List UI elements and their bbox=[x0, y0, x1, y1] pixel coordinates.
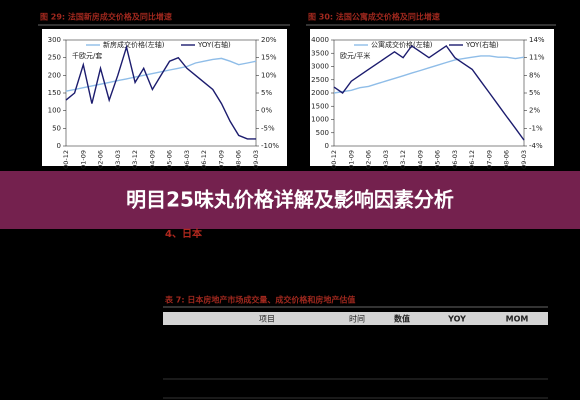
x-tick-label: 09-03 bbox=[252, 150, 260, 169]
y-tick-label: 150 bbox=[48, 89, 61, 97]
legend-label: YOY(右轴) bbox=[465, 40, 499, 49]
y2-tick-label: 5% bbox=[261, 89, 272, 97]
x-tick-label: 06-03 bbox=[451, 150, 459, 169]
x-tick-label: 08-06 bbox=[235, 150, 243, 169]
table-title: 表 7: 日本房地产市场成交量、成交价格和房地产估值 bbox=[164, 295, 355, 305]
legend-label: 公寓成交价格(左轴) bbox=[371, 40, 433, 49]
y-tick-label: 50 bbox=[52, 124, 61, 132]
chart-title: 图 29: 法国新房成交价格及同比增速 bbox=[40, 12, 172, 22]
y-tick-label: 200 bbox=[48, 71, 61, 79]
x-tick-label: 06-03 bbox=[183, 150, 191, 169]
y2-tick-label: -1% bbox=[529, 124, 543, 132]
y-tick-label: 2000 bbox=[311, 89, 329, 97]
x-tick-label: 01-09 bbox=[347, 150, 355, 169]
x-tick-label: 04-09 bbox=[416, 150, 424, 169]
x-tick-label: 05-06 bbox=[434, 150, 442, 169]
y2-tick-label: 0% bbox=[261, 107, 272, 115]
x-tick-label: 03-03 bbox=[382, 150, 390, 169]
chart-panel bbox=[310, 29, 554, 166]
x-tick-label: 06-12 bbox=[200, 150, 208, 169]
charts: 050100150200250300-10%-5%0%5%10%15%20%00… bbox=[48, 36, 545, 169]
unit-label: 千欧元/套 bbox=[72, 51, 102, 60]
table-header-cell: YOY bbox=[447, 315, 466, 324]
y-tick-label: 100 bbox=[48, 107, 61, 115]
y2-tick-label: 15% bbox=[261, 54, 277, 62]
y2-tick-label: -5% bbox=[261, 124, 275, 132]
y2-tick-label: -10% bbox=[261, 142, 279, 150]
y-tick-label: 500 bbox=[316, 129, 329, 137]
table-header-cell: 时间 bbox=[349, 314, 365, 324]
y-tick-label: 3000 bbox=[311, 63, 329, 71]
x-tick-label: 03-12 bbox=[131, 150, 139, 169]
y-tick-label: 300 bbox=[48, 36, 61, 44]
x-tick-label: 09-03 bbox=[520, 150, 528, 169]
series-line bbox=[65, 57, 257, 92]
x-tick-label: 05-06 bbox=[166, 150, 174, 169]
y-tick-label: 4000 bbox=[311, 36, 329, 44]
x-tick-label: 02-06 bbox=[97, 150, 105, 169]
y-tick-label: 3500 bbox=[311, 49, 329, 57]
legend-label: 新房成交价格(左轴) bbox=[103, 40, 165, 49]
y2-tick-label: 5% bbox=[529, 89, 540, 97]
y-tick-label: 250 bbox=[48, 54, 61, 62]
x-tick-label: 07-09 bbox=[217, 150, 225, 169]
x-tick-label: 02-06 bbox=[365, 150, 373, 169]
series-line bbox=[333, 55, 525, 94]
y-tick-label: 1000 bbox=[311, 116, 329, 124]
y2-tick-label: 10% bbox=[261, 71, 277, 79]
chart-panel bbox=[42, 29, 287, 166]
banner-title: 明目25味丸价格详解及影响因素分析 bbox=[126, 188, 454, 212]
chart-title: 图 30: 法国公寓成交价格及同比增速 bbox=[308, 12, 440, 22]
series-line bbox=[65, 44, 256, 140]
unit-label: 欧元/平米 bbox=[340, 51, 370, 60]
x-tick-label: 00-12 bbox=[62, 150, 70, 169]
section-heading: 4、日本 bbox=[165, 227, 203, 240]
legend-label: YOY(右轴) bbox=[197, 40, 231, 49]
x-tick-label: 01-09 bbox=[79, 150, 87, 169]
table-header-cell: 项目 bbox=[259, 315, 275, 324]
y2-tick-label: 2% bbox=[529, 107, 540, 115]
table-header bbox=[163, 312, 548, 325]
x-tick-label: 03-12 bbox=[399, 150, 407, 169]
y-tick-label: 2500 bbox=[311, 76, 329, 84]
y2-tick-label: 11% bbox=[529, 54, 545, 62]
y2-tick-label: 20% bbox=[261, 36, 277, 44]
table-header-cell: 数值 bbox=[394, 314, 410, 324]
x-tick-label: 03-03 bbox=[114, 150, 122, 169]
y2-tick-label: 14% bbox=[529, 36, 545, 44]
table-header-cell: MOM bbox=[506, 315, 529, 324]
y-tick-label: 0 bbox=[57, 142, 61, 150]
banner bbox=[0, 171, 580, 229]
y-tick-label: 1500 bbox=[311, 102, 329, 110]
x-tick-label: 04-09 bbox=[148, 150, 156, 169]
x-tick-label: 06-12 bbox=[468, 150, 476, 169]
x-tick-label: 07-09 bbox=[485, 150, 493, 169]
y-tick-label: 0 bbox=[325, 142, 329, 150]
x-tick-label: 00-12 bbox=[330, 150, 338, 169]
y2-tick-label: -4% bbox=[529, 142, 543, 150]
x-tick-label: 08-06 bbox=[503, 150, 511, 169]
y2-tick-label: 8% bbox=[529, 71, 540, 79]
series-line bbox=[333, 44, 525, 141]
